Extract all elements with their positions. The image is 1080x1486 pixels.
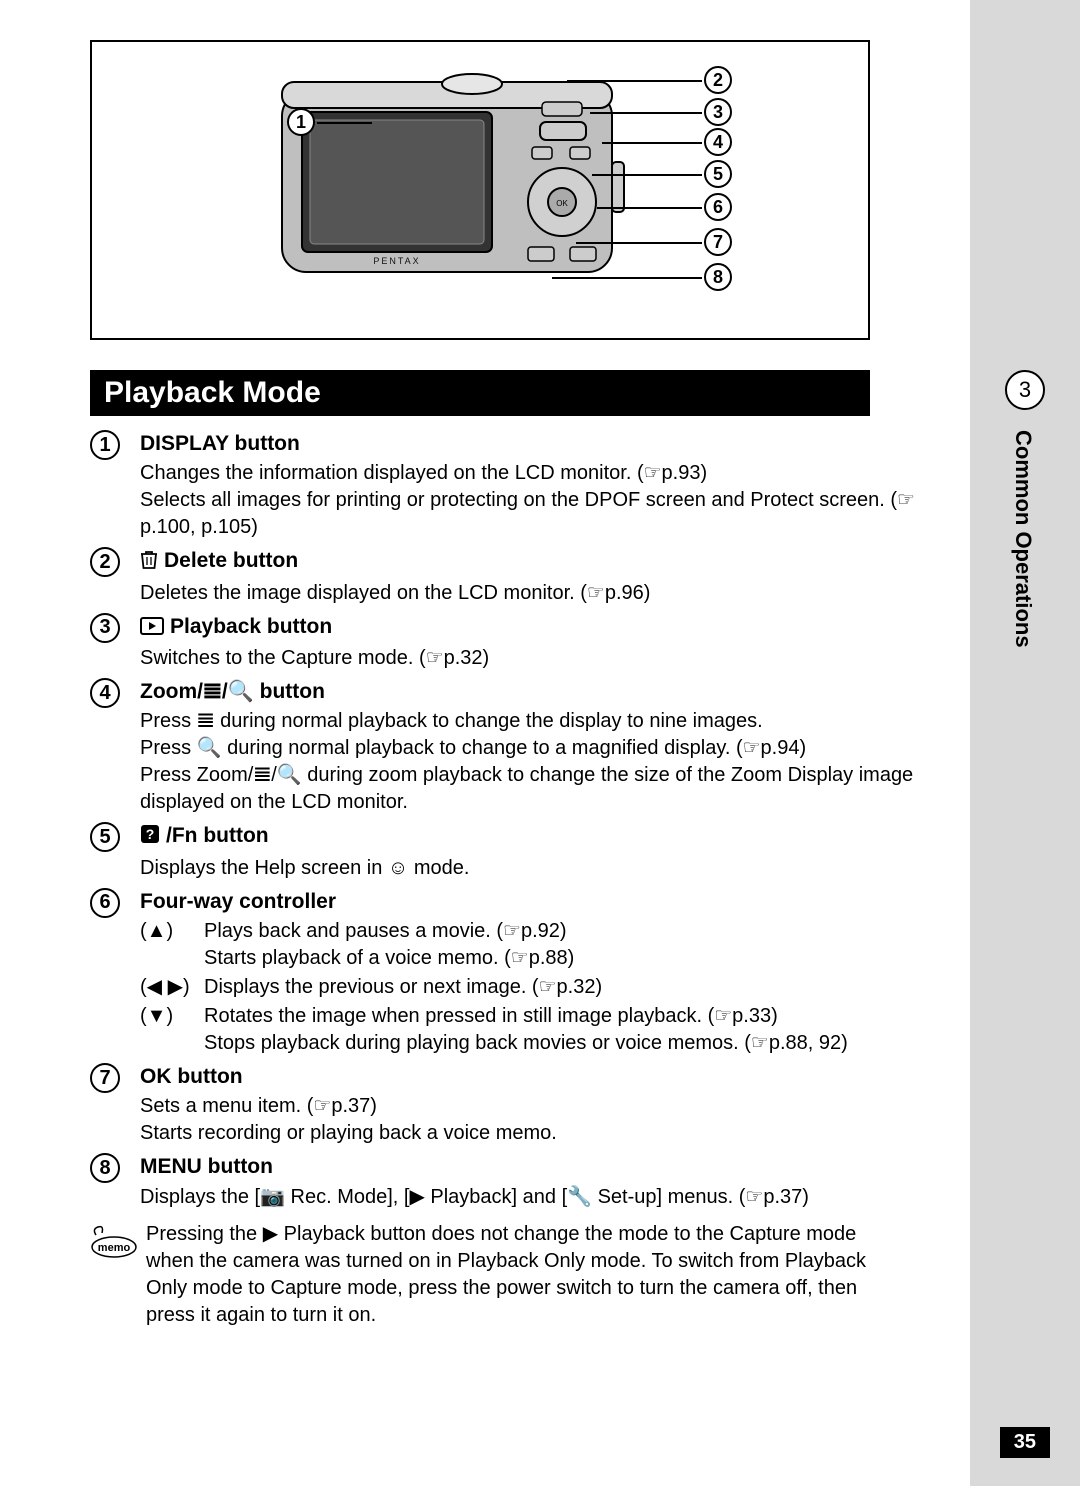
- item-title: OK button: [140, 1063, 960, 1091]
- item-title: ? /Fn button: [140, 822, 960, 852]
- memo-text: Pressing the ▶ Playback button does not …: [146, 1221, 870, 1329]
- item-body: Delete button Deletes the image displayed…: [140, 547, 970, 606]
- item-5: 5? /Fn button Displays the Help screen in …: [90, 822, 970, 881]
- camera-illustration: PENTAX OK: [272, 72, 632, 292]
- item-1: 1 DISPLAY button Changes the information d…: [90, 430, 970, 541]
- camera-diagram: PENTAX OK 1 2 3 4 5 6: [90, 40, 870, 340]
- direction-text: Displays the previous or next image. (☞p…: [204, 974, 960, 1001]
- item-body: DISPLAY button Changes the information di…: [140, 430, 970, 541]
- item-number-circle: 6: [90, 888, 120, 918]
- item-line: Press Zoom/𝌆/🔍 during zoom playback to c…: [140, 762, 960, 816]
- svg-text:PENTAX: PENTAX: [373, 256, 420, 266]
- item-number-circle: 2: [90, 547, 120, 577]
- page-content: PENTAX OK 1 2 3 4 5 6: [0, 0, 970, 1329]
- help-icon: ?: [140, 826, 160, 849]
- chapter-number-badge: 3: [1005, 370, 1045, 410]
- diagram-callout-3: 3: [704, 98, 732, 126]
- trash-icon: [140, 551, 158, 574]
- item-line: Press 𝌆 during normal playback to change…: [140, 708, 960, 735]
- controller-direction-row: (▲)Plays back and pauses a movie. (☞p.92…: [140, 918, 960, 972]
- item-body: Zoom/𝌆/🔍 button Press 𝌆 during normal pla…: [140, 678, 970, 816]
- item-number-circle: 8: [90, 1153, 120, 1183]
- item-title-text: Delete button: [164, 549, 298, 572]
- item-title-text: Playback button: [170, 615, 332, 638]
- memo-block: memo Pressing the ▶ Playback button does…: [90, 1221, 870, 1329]
- item-title: Zoom/𝌆/🔍 button: [140, 678, 960, 706]
- svg-text:OK: OK: [556, 199, 568, 208]
- item-line: Sets a menu item. (☞p.37): [140, 1093, 960, 1120]
- items-list: 1 DISPLAY button Changes the information d…: [90, 430, 970, 1211]
- section-header: Playback Mode: [90, 370, 870, 416]
- item-number: 2: [90, 547, 140, 606]
- item-number-circle: 5: [90, 822, 120, 852]
- item-number-circle: 7: [90, 1063, 120, 1093]
- item-body: OK button Sets a menu item. (☞p.37)Starts…: [140, 1063, 970, 1147]
- item-title: MENU button: [140, 1153, 960, 1181]
- direction-symbol: (▲): [140, 918, 204, 972]
- item-6: 6 Four-way controller (▲)Plays back and pa…: [90, 888, 970, 1057]
- item-title: Playback button: [140, 613, 960, 643]
- item-number: 3: [90, 613, 140, 672]
- chapter-number: 3: [1019, 377, 1031, 403]
- diagram-callout-1: 1: [287, 108, 315, 136]
- item-line: Displays the [📷 Rec. Mode], [▶ Playback]…: [140, 1184, 960, 1211]
- diagram-callout-4: 4: [704, 128, 732, 156]
- item-line: Deletes the image displayed on the LCD m…: [140, 580, 960, 607]
- chapter-title: Common Operations: [1010, 430, 1036, 648]
- item-body: MENU button Displays the [📷 Rec. Mode], […: [140, 1153, 970, 1210]
- item-number: 5: [90, 822, 140, 881]
- diagram-callout-2: 2: [704, 66, 732, 94]
- item-body: Four-way controller (▲)Plays back and pau…: [140, 888, 970, 1057]
- item-body: Playback button Switches to the Capture m…: [140, 613, 970, 672]
- item-title-text: OK button: [140, 1065, 243, 1088]
- diagram-callout-6: 6: [704, 193, 732, 221]
- item-title: Delete button: [140, 547, 960, 577]
- item-line: Starts recording or playing back a voice…: [140, 1120, 960, 1147]
- item-line: Press 🔍 during normal playback to change…: [140, 735, 960, 762]
- side-tab: 3 Common Operations 35: [970, 0, 1080, 1486]
- direction-symbol: (◀ ▶): [140, 974, 204, 1001]
- item-title: DISPLAY button: [140, 430, 960, 458]
- diagram-callout-8: 8: [704, 263, 732, 291]
- item-4: 4 Zoom/𝌆/🔍 button Press 𝌆 during normal pl…: [90, 678, 970, 816]
- page-number: 35: [1000, 1427, 1050, 1458]
- svg-text:?: ?: [146, 826, 155, 842]
- item-number: 8: [90, 1153, 140, 1210]
- direction-text: Rotates the image when pressed in still …: [204, 1003, 960, 1057]
- item-8: 8 MENU button Displays the [📷 Rec. Mode], …: [90, 1153, 970, 1210]
- item-line: Displays the Help screen in ☺ mode.: [140, 855, 960, 882]
- item-number: 1: [90, 430, 140, 541]
- direction-symbol: (▼): [140, 1003, 204, 1057]
- item-title-text: Four-way controller: [140, 890, 336, 913]
- diagram-callout-5: 5: [704, 160, 732, 188]
- controller-direction-row: (▼)Rotates the image when pressed in sti…: [140, 1003, 960, 1057]
- item-3: 3 Playback button Switches to the Capture …: [90, 613, 970, 672]
- item-line: Switches to the Capture mode. (☞p.32): [140, 645, 960, 672]
- item-2: 2 Delete button Deletes the image displaye…: [90, 547, 970, 606]
- item-title-text: /Fn button: [166, 824, 269, 847]
- controller-direction-row: (◀ ▶)Displays the previous or next image…: [140, 974, 960, 1001]
- item-number-circle: 1: [90, 430, 120, 460]
- item-line: Changes the information displayed on the…: [140, 460, 960, 487]
- item-number: 7: [90, 1063, 140, 1147]
- item-number: 6: [90, 888, 140, 1057]
- item-title-text: Zoom/𝌆/🔍 button: [140, 680, 325, 703]
- item-number: 4: [90, 678, 140, 816]
- direction-text: Plays back and pauses a movie. (☞p.92) S…: [204, 918, 960, 972]
- item-number-circle: 3: [90, 613, 120, 643]
- memo-icon: memo: [90, 1221, 146, 1329]
- item-number-circle: 4: [90, 678, 120, 708]
- item-7: 7 OK button Sets a menu item. (☞p.37)Start…: [90, 1063, 970, 1147]
- item-line: Selects all images for printing or prote…: [140, 487, 960, 541]
- item-title-text: MENU button: [140, 1155, 273, 1178]
- playback-icon: [140, 617, 164, 640]
- item-title: Four-way controller: [140, 888, 960, 916]
- svg-text:memo: memo: [98, 1242, 131, 1254]
- item-body: ? /Fn button Displays the Help screen in ☺…: [140, 822, 970, 881]
- diagram-callout-7: 7: [704, 228, 732, 256]
- item-title-text: DISPLAY button: [140, 432, 300, 455]
